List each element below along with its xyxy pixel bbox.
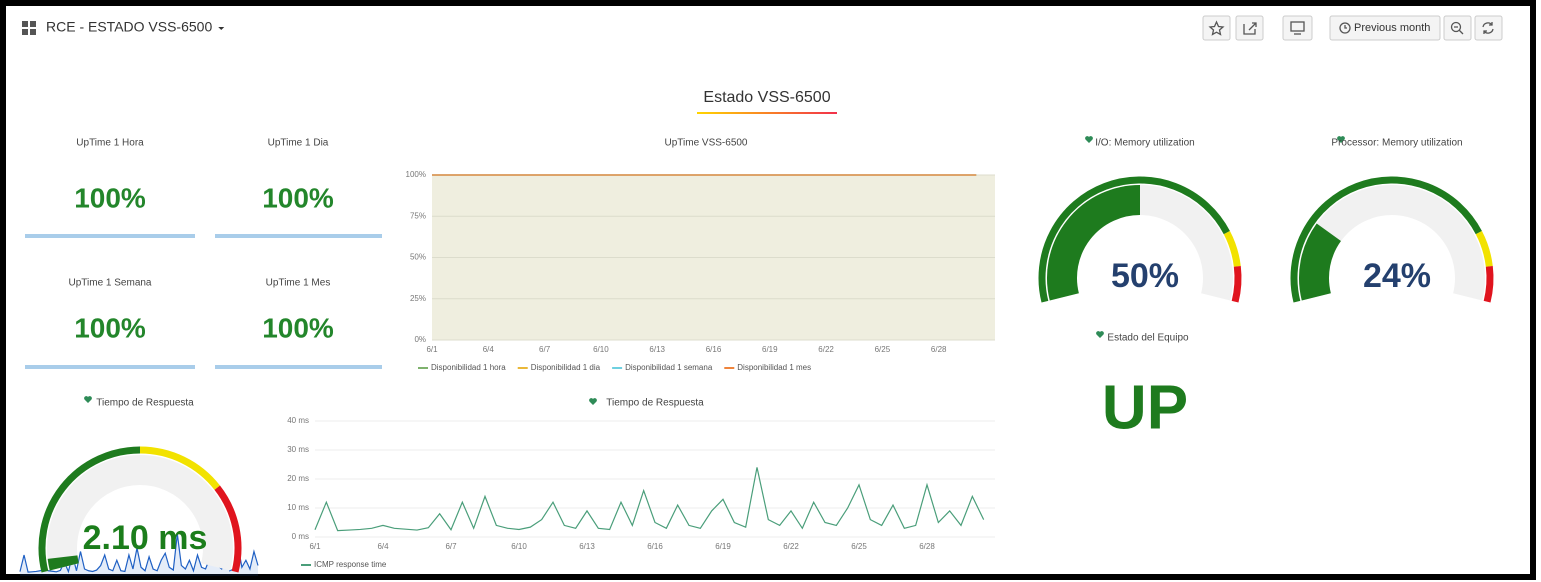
y-tick-label: 20 ms: [287, 474, 309, 483]
stat-value: 100%: [262, 182, 334, 213]
grid-icon: [22, 21, 36, 35]
gauge-value-arc: [1047, 185, 1141, 301]
gauge-value-arc: [47, 555, 79, 571]
x-tick-label: 6/13: [649, 345, 665, 354]
gauge-threshold: [1475, 230, 1493, 267]
heart-icon: [84, 396, 92, 403]
stat-title: UpTime 1 Mes: [266, 278, 331, 289]
legend-label: Disponibilidad 1 hora: [431, 363, 506, 372]
title-underline: [697, 112, 837, 114]
dropdown-caret: [218, 27, 225, 30]
stat-value: 100%: [262, 312, 334, 343]
legend-label: Disponibilidad 1 dia: [531, 363, 601, 372]
legend-label: ICMP response time: [314, 560, 387, 569]
stat-bar: [215, 365, 382, 369]
y-tick-label: 40 ms: [287, 416, 309, 425]
x-tick-label: 6/19: [715, 542, 731, 551]
heart-icon: [589, 398, 597, 405]
x-tick-label: 6/4: [483, 345, 495, 354]
gauge-title: I/O: Memory utilization: [1095, 138, 1194, 149]
x-tick-label: 6/10: [593, 345, 609, 354]
y-tick-label: 75%: [410, 211, 426, 220]
x-tick-label: 6/28: [931, 345, 947, 354]
refresh-button[interactable]: [1474, 15, 1503, 41]
x-tick-label: 6/22: [818, 345, 834, 354]
y-tick-label: 25%: [410, 294, 426, 303]
gauge-value-arc: [1299, 223, 1342, 301]
heart-icon: [1096, 331, 1104, 338]
chart-title: UpTime VSS-6500: [665, 138, 748, 149]
x-tick-label: 6/25: [875, 345, 891, 354]
x-tick-label: 6/25: [851, 542, 867, 551]
gauge-threshold: [1038, 176, 1230, 303]
time-range[interactable]: Previous month: [1354, 22, 1430, 34]
gauge-title: Tiempo de Respuesta: [96, 398, 194, 409]
legend-label: Disponibilidad 1 semana: [625, 363, 713, 372]
x-tick-label: 6/4: [377, 542, 389, 551]
gauge-value: 50%: [1111, 257, 1179, 295]
star-button[interactable]: [1202, 15, 1231, 41]
status-value: UP: [1102, 373, 1188, 442]
toolbar: [1202, 15, 1503, 41]
x-tick-label: 6/22: [783, 542, 799, 551]
y-tick-label: 0 ms: [292, 532, 309, 541]
stat-title: UpTime 1 Hora: [76, 138, 144, 149]
gauge-threshold: [38, 446, 141, 573]
text-panel-title: Estado VSS-6500: [703, 89, 830, 106]
stat-value: 100%: [74, 312, 146, 343]
x-tick-label: 6/13: [579, 542, 595, 551]
gauge-threshold: [1483, 265, 1494, 303]
heart-icon: [1085, 136, 1093, 143]
gauge-threshold: [1231, 265, 1242, 303]
zoom-button[interactable]: [1443, 15, 1472, 41]
legend-label: Disponibilidad 1 mes: [737, 363, 811, 372]
x-tick-label: 6/19: [762, 345, 778, 354]
x-tick-label: 6/7: [445, 542, 457, 551]
status-title: Estado del Equipo: [1107, 333, 1189, 344]
time-picker[interactable]: [1329, 15, 1441, 41]
y-tick-label: 100%: [406, 170, 426, 179]
stat-value: 100%: [74, 182, 146, 213]
y-tick-label: 10 ms: [287, 503, 309, 512]
x-tick-label: 6/16: [706, 345, 722, 354]
x-tick-label: 6/1: [426, 345, 438, 354]
y-tick-label: 0%: [414, 335, 426, 344]
chart-title: Tiempo de Respuesta: [606, 398, 704, 409]
stat-title: UpTime 1 Semana: [69, 278, 152, 289]
heart-icon: [1337, 136, 1345, 143]
gauge-threshold: [1223, 230, 1241, 267]
gauge-value: 2.10 ms: [83, 519, 208, 557]
x-tick-label: 6/1: [309, 542, 321, 551]
gauge-track: [47, 455, 233, 571]
y-tick-label: 30 ms: [287, 445, 309, 454]
stat-bar: [25, 365, 195, 369]
share-button[interactable]: [1235, 15, 1264, 41]
series-line: [314, 467, 985, 532]
gauge-threshold: [1290, 176, 1482, 303]
stat-bar: [25, 234, 195, 238]
dashboard-title[interactable]: RCE - ESTADO VSS-6500: [46, 19, 212, 35]
gauge-threshold: [139, 446, 220, 490]
toolbar-icons: [1208, 20, 1494, 36]
gauge-threshold: [214, 485, 242, 573]
stat-bar: [215, 234, 382, 238]
gauge-title: Processor: Memory utilization: [1331, 138, 1462, 149]
tv-button[interactable]: [1282, 15, 1313, 41]
x-tick-label: 6/16: [647, 542, 663, 551]
y-tick-label: 50%: [410, 253, 426, 262]
gauge-value: 24%: [1363, 257, 1431, 295]
stat-title: UpTime 1 Dia: [268, 138, 329, 149]
sparkline-area: [20, 534, 258, 576]
x-tick-label: 6/10: [511, 542, 527, 551]
x-tick-label: 6/28: [919, 542, 935, 551]
x-tick-label: 6/7: [539, 345, 551, 354]
